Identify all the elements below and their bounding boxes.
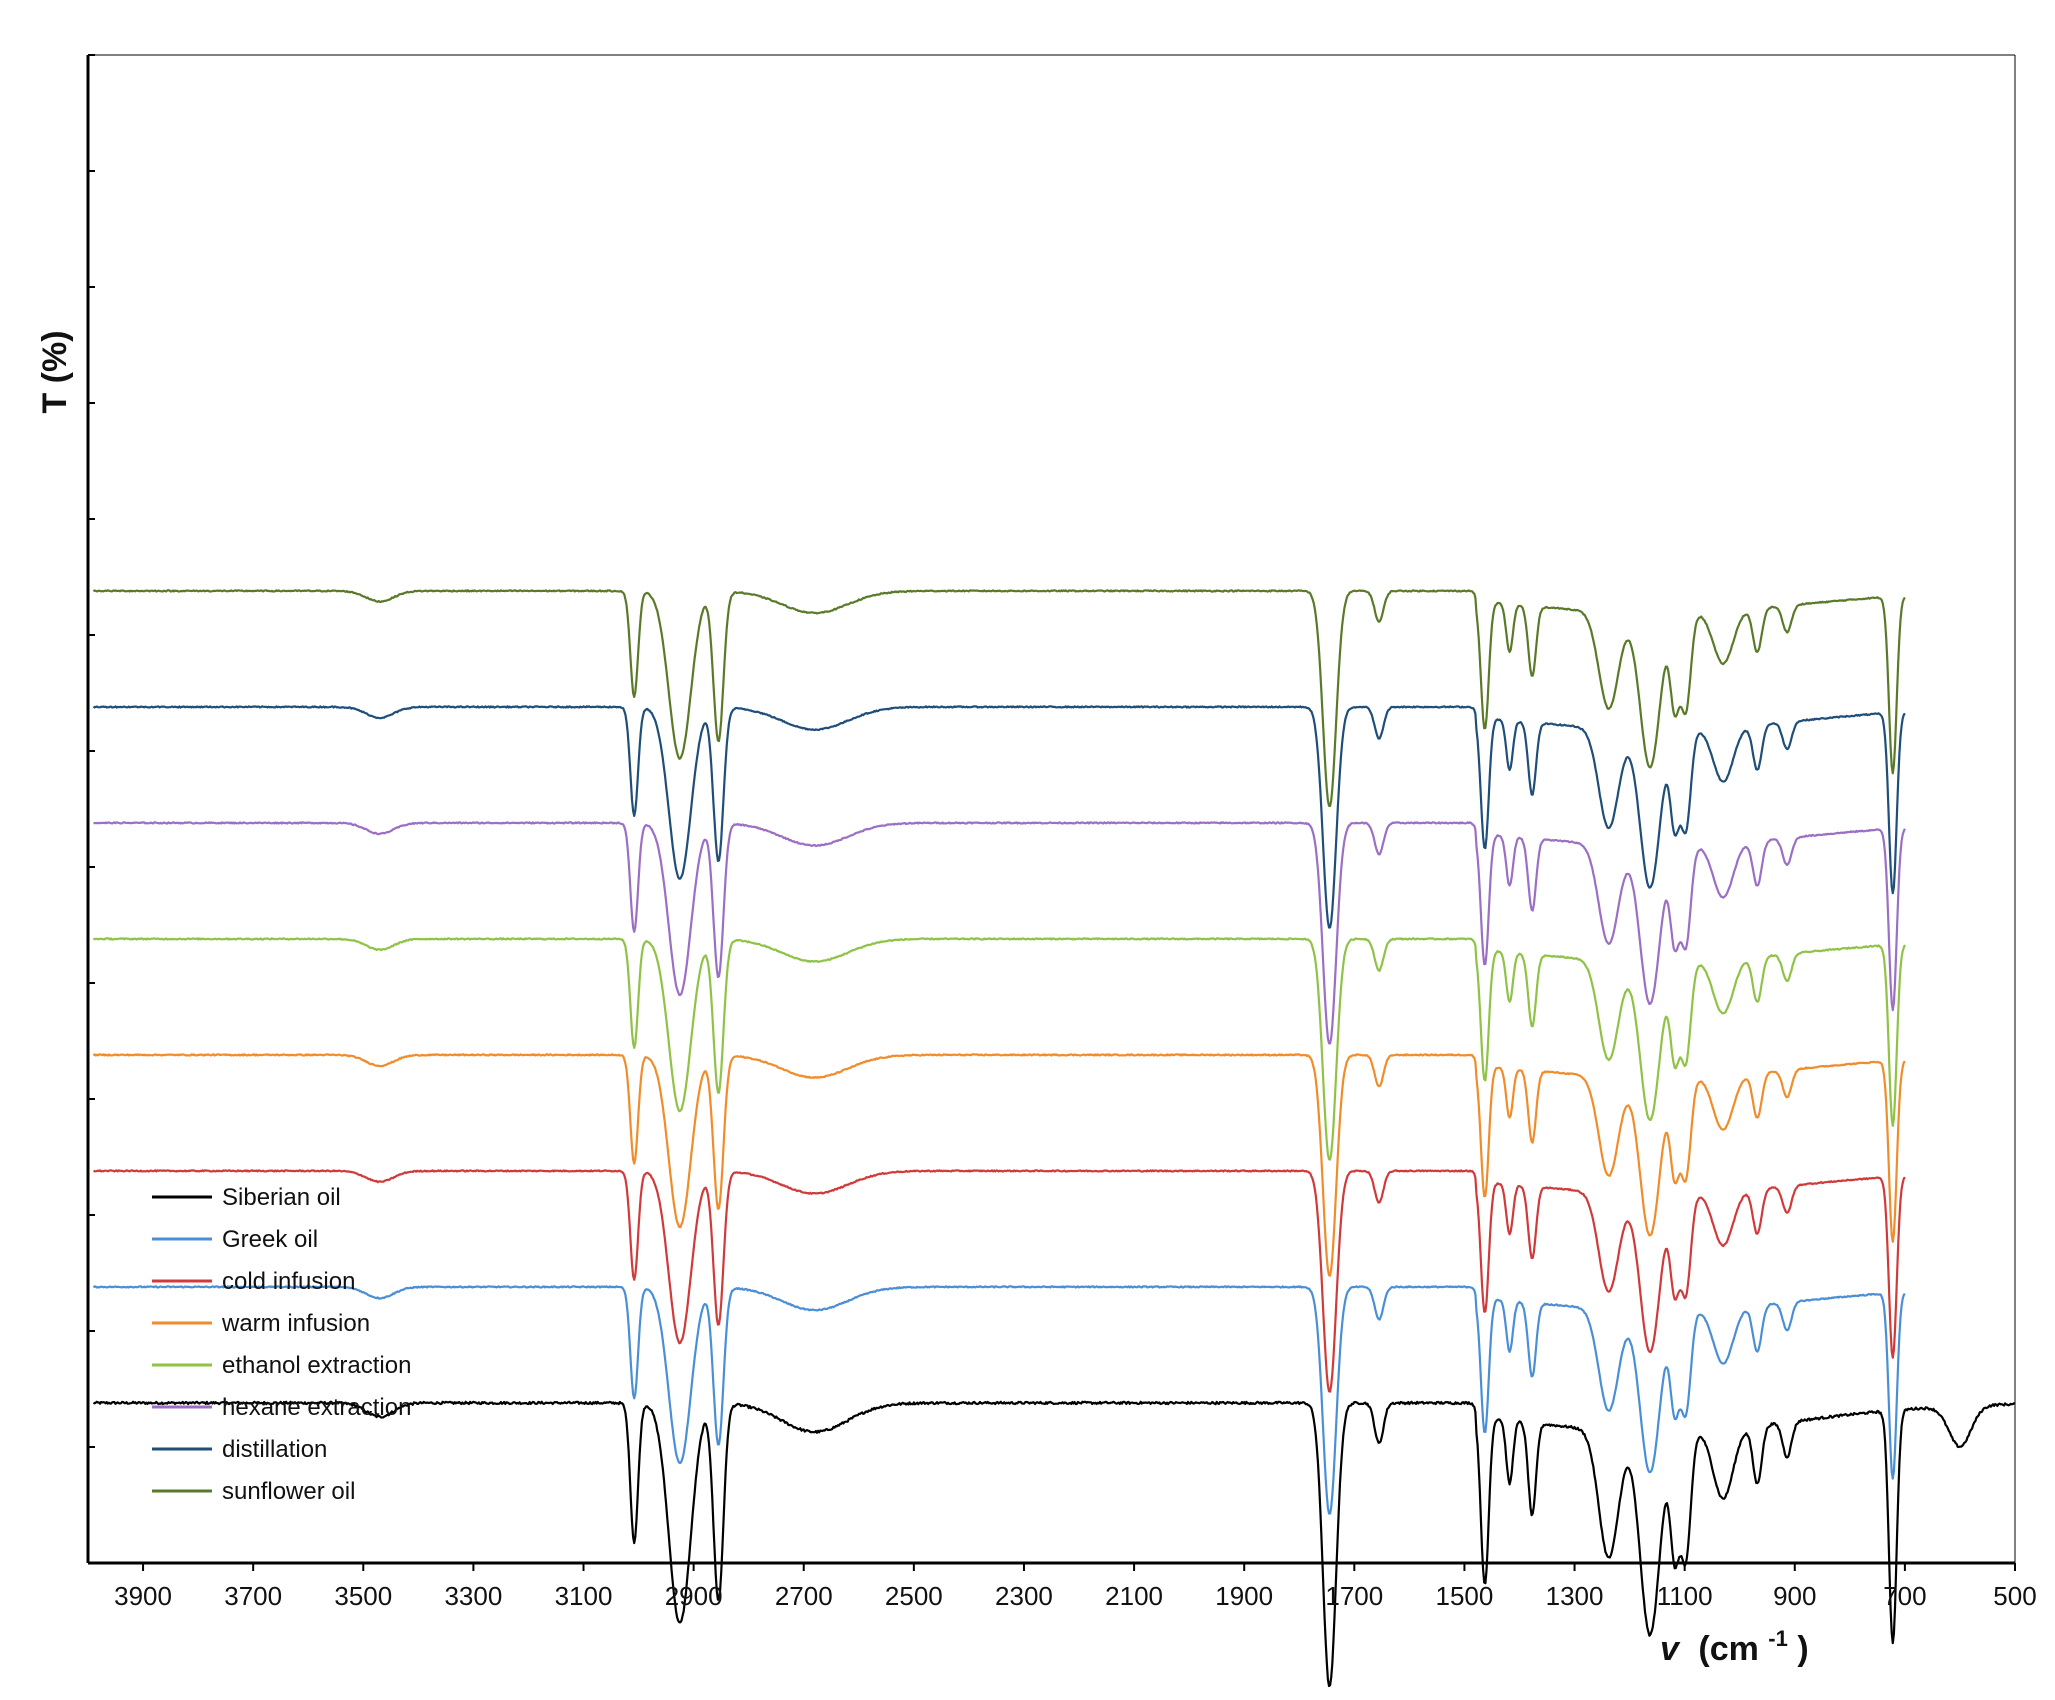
x-tick-label: 900 bbox=[1773, 1581, 1816, 1611]
y-ticks bbox=[88, 54, 95, 1564]
y-axis-title: T (%) bbox=[36, 330, 74, 413]
x-tick-label: 1100 bbox=[1657, 1581, 1713, 1611]
legend-label: hexane extraction bbox=[222, 1394, 411, 1421]
legend-label: Greek oil bbox=[222, 1226, 318, 1253]
x-tick-label: 3500 bbox=[334, 1581, 392, 1611]
x-tick-label: 1700 bbox=[1325, 1581, 1383, 1611]
x-tick-label: 3900 bbox=[114, 1581, 172, 1611]
series-line-warm-infusion bbox=[92, 1053, 1906, 1277]
x-tick-label: 3300 bbox=[444, 1581, 502, 1611]
series-line-hexane-extraction bbox=[93, 821, 1906, 1045]
legend-label: distillation bbox=[222, 1436, 327, 1463]
series-line-sunflower-oil bbox=[92, 589, 1906, 808]
x-tick-label: 1900 bbox=[1215, 1581, 1273, 1611]
legend-label: warm infusion bbox=[221, 1310, 370, 1337]
legend-label: sunflower oil bbox=[222, 1478, 355, 1505]
x-tick-label: 2500 bbox=[885, 1581, 943, 1611]
x-tick-label: 1500 bbox=[1436, 1581, 1494, 1611]
series-line-cold-infusion bbox=[93, 1169, 1906, 1393]
series-line-distillation bbox=[92, 705, 1906, 929]
x-tick-label: 2900 bbox=[665, 1581, 723, 1611]
legend-label: ethanol extraction bbox=[222, 1352, 411, 1379]
x-tick-label: 1300 bbox=[1546, 1581, 1604, 1611]
x-tick-label: 700 bbox=[1883, 1581, 1926, 1611]
x-axis-title-exponent: -1 bbox=[1768, 1626, 1788, 1651]
series-line-siberian-oil bbox=[92, 1400, 2016, 1688]
x-tick-label: 3100 bbox=[555, 1581, 613, 1611]
x-axis-title-close: ) bbox=[1797, 1630, 1808, 1668]
x-tick-label: 500 bbox=[1993, 1581, 2036, 1611]
x-tick-label: 2300 bbox=[995, 1581, 1053, 1611]
x-axis-title: v (cm -1 ) bbox=[1660, 1616, 1809, 1668]
x-ticks: 3900 3700 3500 3300 3100 2900 2700 2500 2300 2100… bbox=[114, 1563, 2037, 1611]
legend-label: cold infusion bbox=[222, 1268, 355, 1295]
series-line-ethanol-extraction bbox=[92, 937, 1906, 1161]
x-axis-title-unit: (cm bbox=[1698, 1630, 1758, 1668]
legend-label: Siberian oil bbox=[222, 1184, 341, 1211]
series-layer bbox=[92, 589, 2016, 1688]
legend: Siberian oil Greek oil cold infusion warm i… bbox=[152, 1184, 411, 1505]
plot-area bbox=[88, 55, 2015, 1563]
x-tick-label: 3700 bbox=[224, 1581, 282, 1611]
x-tick-label: 2100 bbox=[1105, 1581, 1163, 1611]
x-tick-label: 2700 bbox=[775, 1581, 833, 1611]
x-axis-title-symbol: v bbox=[1660, 1630, 1681, 1668]
series-line-greek-oil bbox=[92, 1285, 1906, 1515]
